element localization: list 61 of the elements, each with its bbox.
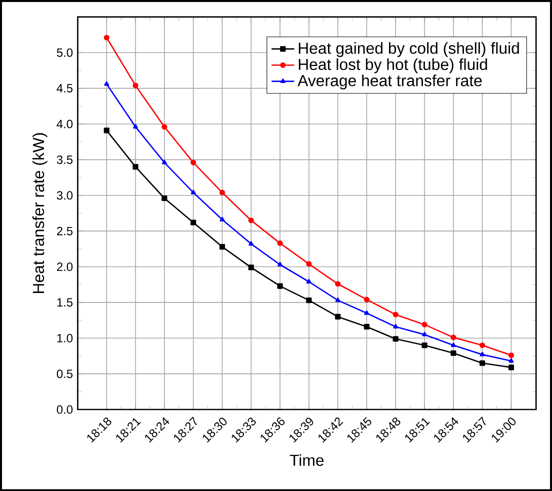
point (190, 190, 196, 194)
y-tick-label: 1.0 (57, 334, 73, 342)
y-tick-label: 4.0 (56, 120, 73, 128)
y-tick-label: 5.0 (56, 48, 73, 57)
point (422, 322, 428, 328)
y-tick-label: 2.5 (57, 226, 73, 236)
point (190, 220, 196, 226)
point (104, 34, 110, 40)
point (277, 283, 283, 289)
point (104, 128, 110, 134)
point (508, 364, 514, 370)
y-tick-label: 0.0 (56, 405, 73, 414)
point (393, 324, 398, 328)
point (162, 160, 167, 164)
point (335, 314, 341, 320)
point (278, 262, 283, 266)
point (248, 264, 254, 270)
legend-label: Heat lost by hot (tube) fluid (298, 58, 488, 74)
point (190, 160, 196, 166)
point (422, 332, 428, 336)
point (220, 216, 225, 222)
y-tick-label: 0.5 (56, 369, 73, 378)
legend-label: Average heat transfer rate (298, 74, 482, 90)
y-tick-label: 3.0 (56, 191, 73, 200)
point (162, 195, 168, 201)
point (219, 244, 226, 250)
point (132, 164, 138, 170)
point (248, 241, 254, 246)
y-axis-title: Heat transfer rate (kW) (32, 133, 48, 293)
point (422, 342, 428, 348)
point (335, 297, 340, 302)
point (364, 310, 370, 315)
point (306, 278, 312, 284)
point (104, 81, 110, 86)
point (450, 334, 456, 340)
point (392, 312, 398, 318)
point (508, 352, 514, 358)
y-tick-label: 1.5 (57, 298, 73, 307)
point (248, 217, 254, 224)
y-tick-label: 4.5 (56, 84, 73, 92)
point (508, 358, 514, 363)
point (219, 190, 226, 196)
point (450, 342, 456, 347)
point (364, 296, 370, 302)
legend-label: Heat gained by cold (shell) fluid (298, 42, 519, 57)
point (306, 261, 312, 267)
x-axis-title: Time (290, 454, 324, 466)
y-tick-label: 2.0 (57, 262, 73, 271)
point (364, 324, 370, 330)
point (277, 240, 283, 246)
y-tick-label: 3.5 (56, 155, 73, 164)
point (306, 297, 312, 303)
point (480, 342, 486, 348)
point (132, 82, 138, 88)
point (133, 124, 138, 128)
point (480, 352, 485, 356)
point (335, 280, 341, 287)
point (450, 350, 456, 356)
point (162, 124, 168, 130)
point (392, 336, 398, 342)
point (480, 360, 486, 366)
